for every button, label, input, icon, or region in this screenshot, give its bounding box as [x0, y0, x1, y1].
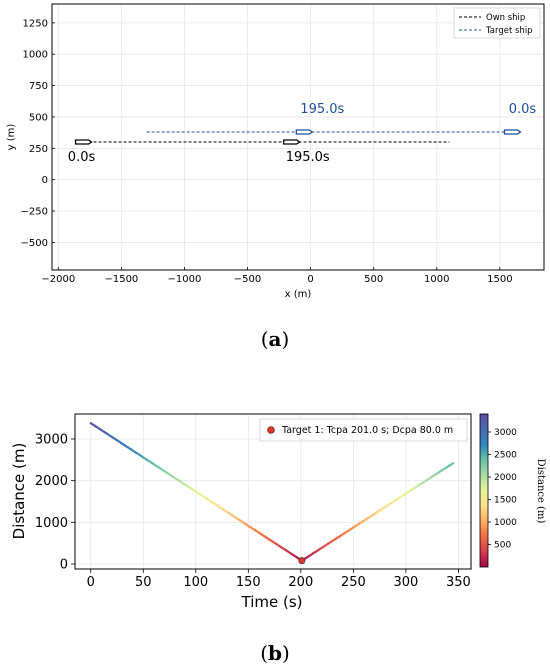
chart-a-xtick-label: 0 [307, 274, 313, 285]
own-ship-time-label: 0.0s [68, 150, 96, 165]
colorbar-tick-label: 500 [494, 541, 511, 551]
chart-b-frame [74, 413, 472, 570]
chart-a-frame [51, 3, 545, 271]
colorbar-tick-label: 1500 [494, 496, 517, 506]
chart-a-series: 0.0s 195.0s 0.0s 195.0s [68, 102, 537, 165]
cpa-marker [298, 557, 306, 565]
chart-b-legend-box [259, 418, 468, 442]
chart-a-ytick-label: 250 [29, 144, 48, 155]
chart-a-caption-open: ( [261, 327, 269, 351]
colorbar: 500 1000 1500 2000 2500 3000 Distance (m) [479, 413, 546, 568]
chart-b-ylabel: Distance (m) [10, 443, 28, 540]
chart-a-xtick-label: −1500 [104, 274, 138, 285]
chart-a-xtick-label: −2000 [41, 274, 75, 285]
chart-b-ticks: 0 50 100 150 200 250 300 350 0 1000 2000 3000 [35, 433, 471, 591]
chart-a-legend-box [453, 7, 541, 39]
own-ship-marker [283, 139, 301, 145]
chart-b-xlabel: Time (s) [241, 593, 303, 611]
chart-b-xtick-label: 0 [87, 575, 95, 590]
target-ship-time-label: 0.0s [509, 102, 537, 117]
target-ship-marker [503, 129, 522, 135]
chart-b-caption-open: ( [260, 641, 268, 665]
chart-a-caption-close: ) [281, 327, 289, 351]
chart-b-caption: (b) [260, 641, 290, 665]
chart-a-ylabel: y (m) [6, 124, 17, 151]
chart-a-ytick-label: 1000 [23, 50, 48, 61]
target-ship-marker [295, 129, 314, 135]
chart-b-legend: Target 1: Tcpa 201.0 s; Dcpa 80.0 m [259, 418, 468, 442]
chart-a-ytick-label: −500 [21, 238, 48, 249]
chart-b-ytick-label: 0 [60, 558, 68, 573]
chart-b-caption-close: ) [282, 641, 290, 665]
colorbar-gradient [479, 413, 489, 568]
chart-a-xlabel: x (m) [285, 289, 312, 300]
chart-b-xtick-label: 200 [288, 575, 313, 590]
colorbar-ticks: 500 1000 1500 2000 2500 3000 [488, 428, 517, 551]
chart-b-xtick-label: 100 [183, 575, 208, 590]
chart-a: 0.0s 195.0s 0.0s 195.0s −2000 −1500 −1000 −500… [6, 3, 545, 351]
chart-a-ytick-label: 1250 [23, 18, 48, 29]
chart-b-xtick-label: 350 [446, 575, 471, 590]
chart-b-ytick-label: 2000 [35, 474, 68, 489]
chart-a-xtick-label: 1500 [487, 274, 512, 285]
chart-a-ticks: −2000 −1500 −1000 −500 0 500 1000 1500 −500 −250 0… [21, 18, 513, 285]
chart-a-xtick-label: −1000 [168, 274, 202, 285]
chart-a-grid [52, 4, 544, 270]
chart-a-ytick-label: 750 [29, 81, 48, 92]
target-ship-time-label: 195.0s [300, 102, 344, 117]
legend-target-label: Target 1: Tcpa 201.0 s; Dcpa 80.0 m [281, 425, 453, 436]
legend-target-marker [267, 426, 275, 434]
colorbar-tick-label: 3000 [494, 428, 517, 438]
chart-b-xtick-label: 250 [341, 575, 366, 590]
colorbar-tick-label: 2500 [494, 451, 517, 461]
chart-a-xtick-label: 500 [364, 274, 383, 285]
distance-line-segment [448, 462, 455, 467]
colorbar-tick-label: 1000 [494, 518, 517, 528]
chart-a-ytick-label: −250 [21, 207, 48, 218]
chart-b-xtick-label: 50 [135, 575, 152, 590]
chart-b: 0 50 100 150 200 250 300 350 0 1000 2000 3000 Time … [10, 413, 546, 665]
chart-b-ytick-label: 3000 [35, 433, 68, 448]
own-ship-marker [74, 139, 93, 145]
colorbar-label: Distance (m) [535, 459, 546, 524]
chart-a-ytick-label: 0 [42, 175, 48, 186]
legend-target-ship-label: Target ship [485, 26, 533, 36]
colorbar-tick-label: 2000 [494, 473, 517, 483]
chart-a-ytick-label: 500 [29, 112, 48, 123]
chart-a-caption-letter: a [269, 327, 282, 351]
legend-own-ship-label: Own ship [486, 13, 525, 23]
chart-b-series [89, 422, 455, 565]
chart-b-xtick-label: 300 [393, 575, 418, 590]
chart-b-ytick-label: 1000 [35, 516, 68, 531]
own-ship-time-label: 195.0s [286, 150, 330, 165]
chart-a-caption: (a) [261, 327, 290, 351]
chart-b-caption-letter: b [268, 641, 282, 665]
chart-a-xtick-label: −500 [234, 274, 261, 285]
chart-a-legend: Own ship Target ship [453, 7, 541, 39]
chart-a-xtick-label: 1000 [424, 274, 449, 285]
chart-b-xtick-label: 150 [236, 575, 261, 590]
